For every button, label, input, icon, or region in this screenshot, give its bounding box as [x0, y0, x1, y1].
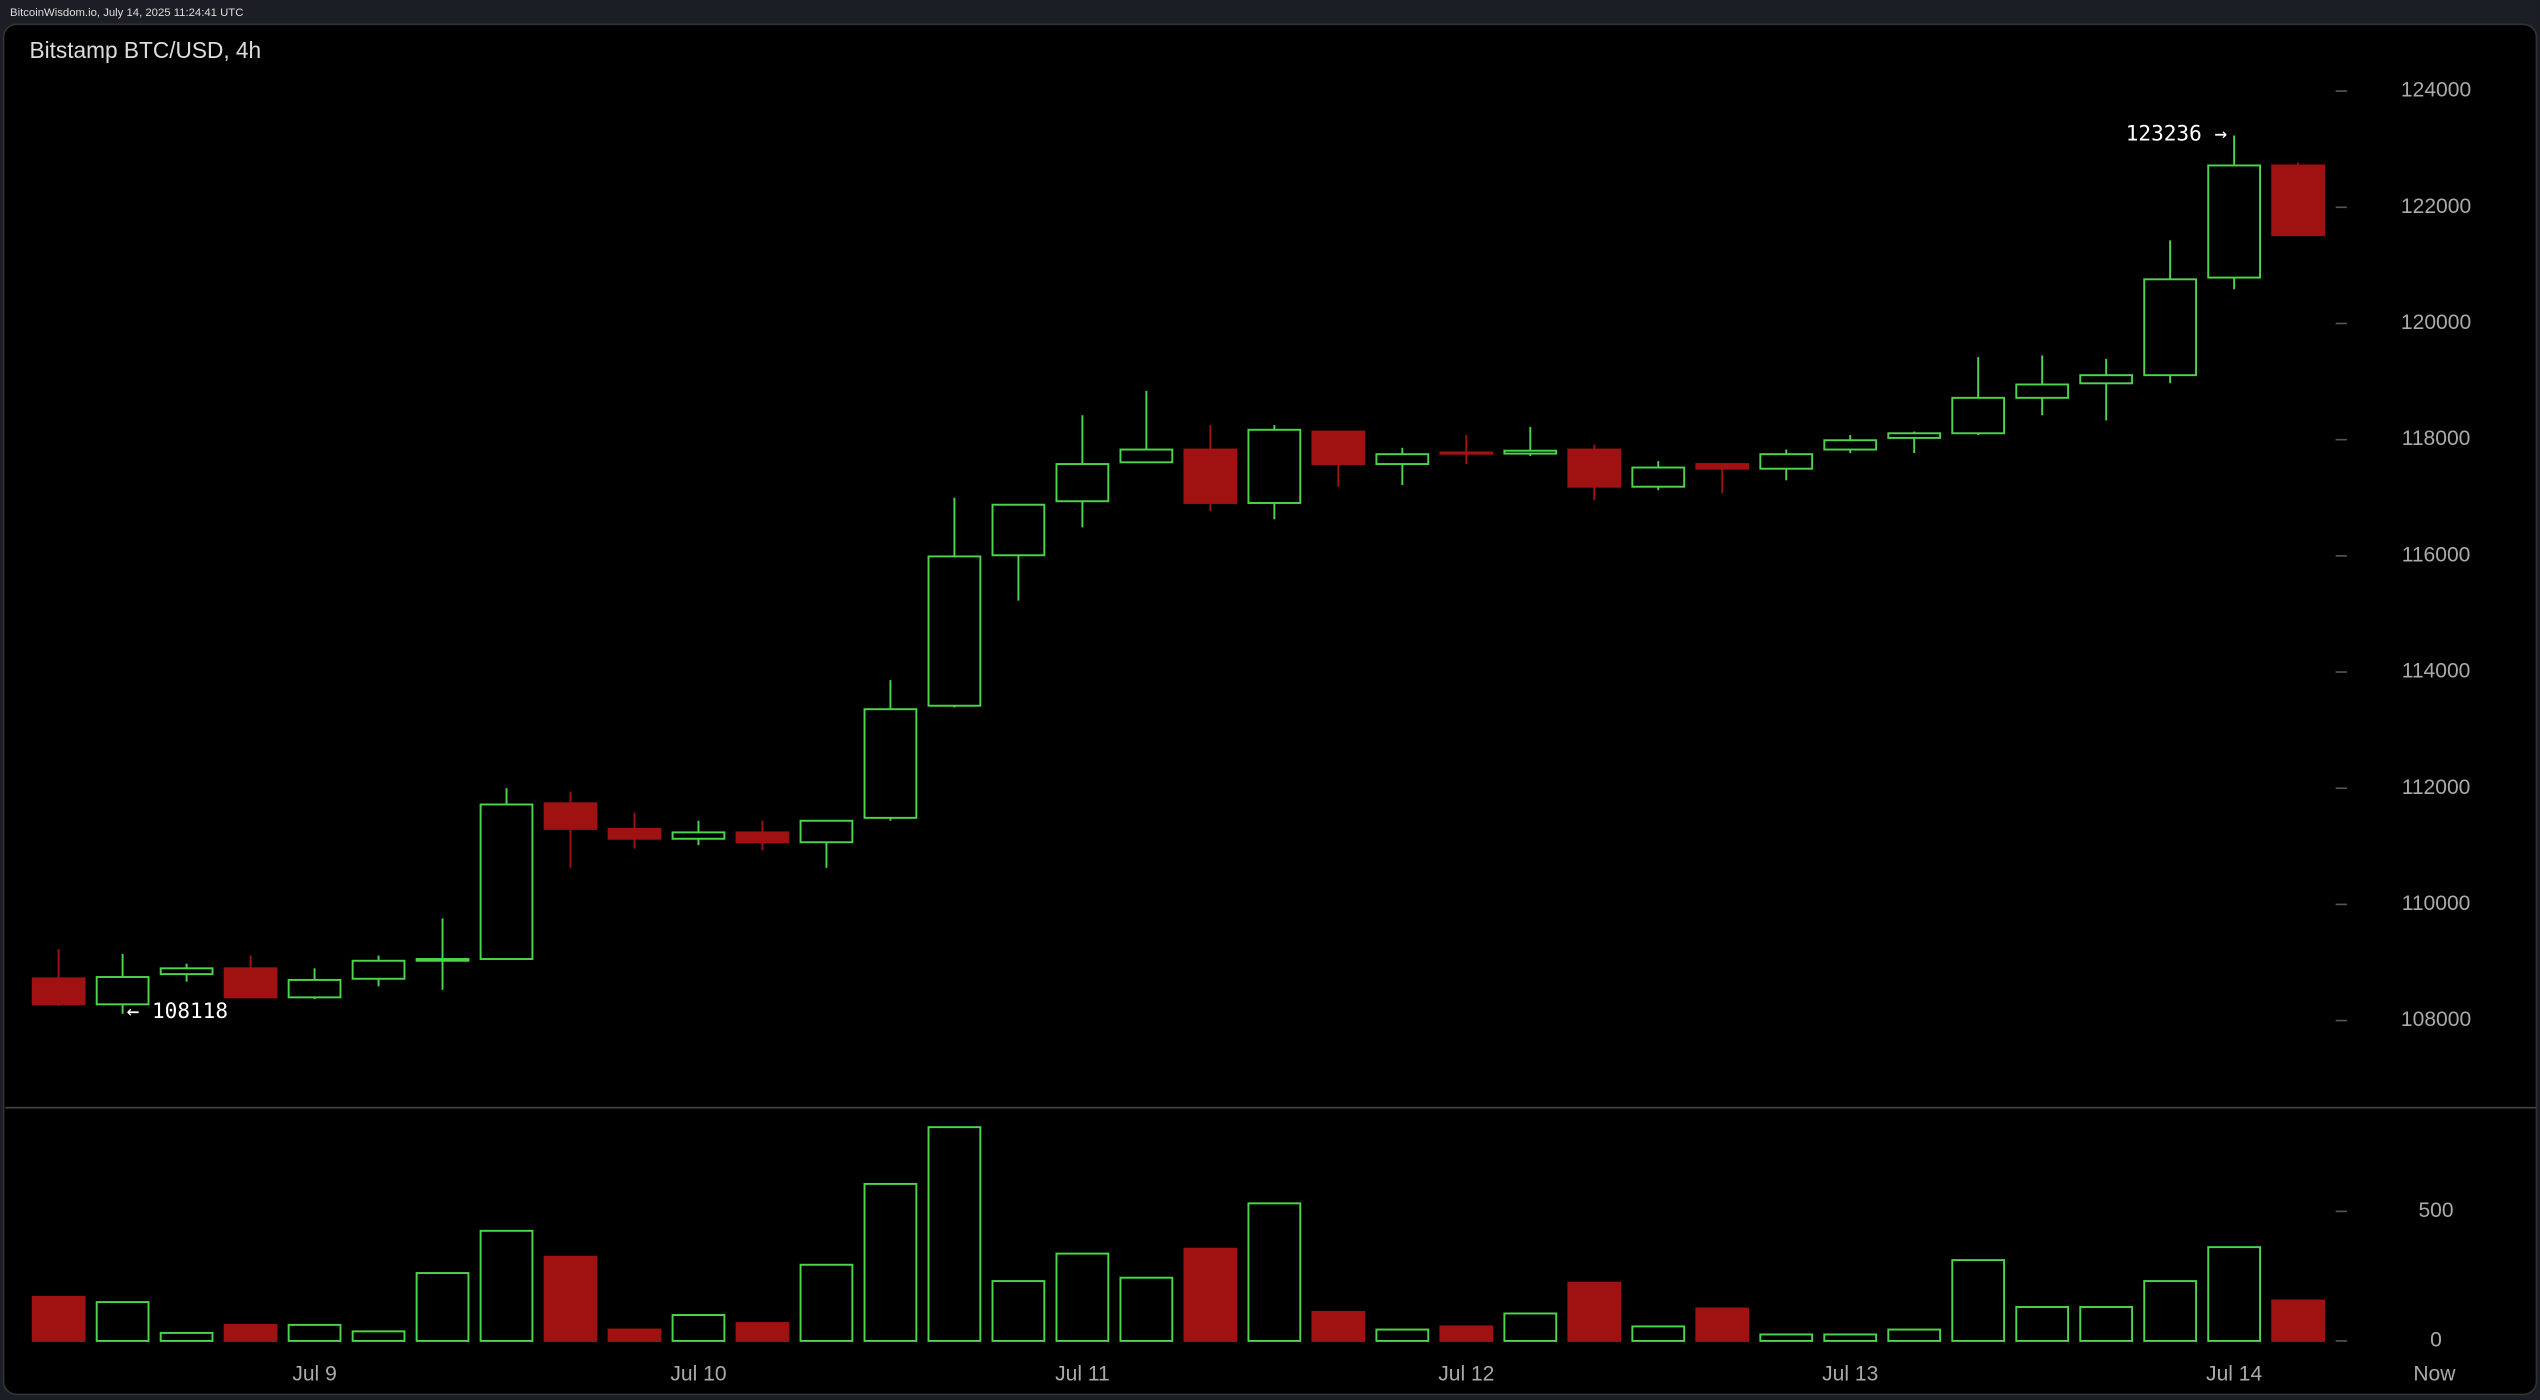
candle-body — [2079, 374, 2134, 385]
candle-body — [543, 802, 598, 830]
volume-bar — [799, 1263, 854, 1342]
y-tick-label: 110000 — [2402, 892, 2471, 915]
candle-body — [927, 555, 982, 707]
candle-body — [159, 967, 214, 976]
volume-bar — [2207, 1246, 2262, 1342]
candle-body — [735, 831, 790, 844]
y-tick-label: 116000 — [2402, 543, 2471, 566]
volume-bar — [31, 1295, 86, 1342]
volume-bar — [159, 1331, 214, 1342]
max-annotation: 123236 → — [2126, 120, 2227, 145]
volume-bar — [223, 1323, 278, 1342]
y-tick-label: 124000 — [2401, 79, 2471, 102]
candle-body — [2271, 164, 2326, 237]
volume-bar — [1695, 1307, 1750, 1342]
volume-tick-label: 500 — [2418, 1199, 2453, 1222]
volume-bar — [1311, 1310, 1366, 1342]
volume-bar — [927, 1126, 982, 1342]
volume-bar — [1567, 1281, 1622, 1342]
candle-body — [991, 503, 1046, 557]
candle-body — [1375, 453, 1430, 466]
x-tick-label: Jul 12 — [1438, 1363, 1494, 1386]
chart-panel — [2, 23, 2538, 1396]
x-tick-label: Jul 13 — [1822, 1363, 1878, 1386]
candle-body — [1567, 448, 1622, 488]
y-tick-label: 112000 — [2402, 776, 2471, 799]
volume-bar — [2079, 1306, 2134, 1342]
volume-bar — [1887, 1328, 1942, 1342]
y-tick-label: 120000 — [2401, 311, 2471, 334]
candle-body — [415, 958, 470, 962]
volume-bar — [863, 1182, 918, 1342]
volume-bar — [671, 1314, 726, 1342]
candle-body — [95, 976, 150, 1006]
volume-bar — [1055, 1252, 1110, 1342]
candle-body — [607, 827, 662, 840]
volume-bar — [1503, 1312, 1558, 1342]
candle-body — [1887, 432, 1942, 439]
y-tick-label: 118000 — [2402, 427, 2471, 450]
volume-bar — [351, 1330, 406, 1342]
volume-bar — [287, 1323, 342, 1342]
volume-tick-label: 0 — [2430, 1328, 2442, 1351]
candle-body — [2207, 164, 2262, 279]
candle-body — [799, 819, 854, 844]
volume-bar — [991, 1280, 1046, 1342]
candle-body — [1247, 428, 1302, 504]
volume-bar — [1439, 1325, 1494, 1342]
volume-bar — [1119, 1276, 1174, 1342]
candle-body — [1311, 430, 1366, 466]
volume-bar — [2015, 1306, 2070, 1342]
volume-bar — [1823, 1333, 1878, 1342]
y-tick-label: 114000 — [2402, 660, 2471, 683]
candle-body — [479, 803, 534, 960]
candle-body — [1759, 453, 1814, 470]
candle-body — [1951, 396, 2006, 435]
volume-bar — [95, 1301, 150, 1342]
candle-body — [2143, 278, 2198, 377]
volume-bar — [735, 1322, 790, 1342]
candle-body — [1823, 439, 1878, 451]
candle-body — [1055, 463, 1110, 503]
volume-bar — [543, 1255, 598, 1342]
volume-bar — [415, 1272, 470, 1342]
candle-body — [2015, 383, 2070, 399]
candle-body — [1503, 449, 1558, 455]
volume-bar — [2143, 1280, 2198, 1342]
candle-body — [287, 978, 342, 999]
volume-bar — [2271, 1299, 2326, 1342]
volume-bar — [1951, 1259, 2006, 1342]
candle-body — [1119, 448, 1174, 464]
x-tick-label: Jul 10 — [670, 1363, 726, 1386]
volume-bar — [479, 1229, 534, 1342]
candle-body — [1631, 466, 1686, 488]
min-annotation: ← 108118 — [127, 998, 228, 1023]
volume-bar — [1631, 1325, 1686, 1342]
candle-body — [1695, 463, 1750, 470]
candle-body — [351, 959, 406, 980]
x-tick-label: Jul 9 — [292, 1363, 336, 1386]
candle-body — [671, 831, 726, 840]
volume-bar — [1247, 1202, 1302, 1342]
x-tick-label: Jul 11 — [1055, 1363, 1110, 1386]
candle-body — [1183, 448, 1238, 504]
source-label: BitcoinWisdom.io, July 14, 2025 11:24:41… — [10, 7, 243, 19]
chart-title: Bitstamp BTC/USD, 4h — [29, 37, 261, 63]
candle-body — [31, 977, 86, 1006]
candle-body — [1439, 451, 1494, 455]
y-tick-label: 108000 — [2401, 1008, 2471, 1031]
x-tick-label: Jul 14 — [2206, 1363, 2262, 1386]
volume-bar — [1759, 1333, 1814, 1342]
volume-bar — [607, 1328, 662, 1342]
y-tick-label: 122000 — [2401, 195, 2471, 218]
volume-bar — [1183, 1247, 1238, 1342]
candle-body — [223, 967, 278, 999]
now-label: Now — [2413, 1363, 2456, 1386]
candle-body — [863, 708, 918, 819]
volume-bar — [1375, 1328, 1430, 1342]
